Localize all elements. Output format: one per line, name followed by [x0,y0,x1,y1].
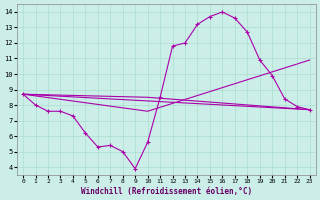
X-axis label: Windchill (Refroidissement éolien,°C): Windchill (Refroidissement éolien,°C) [81,187,252,196]
